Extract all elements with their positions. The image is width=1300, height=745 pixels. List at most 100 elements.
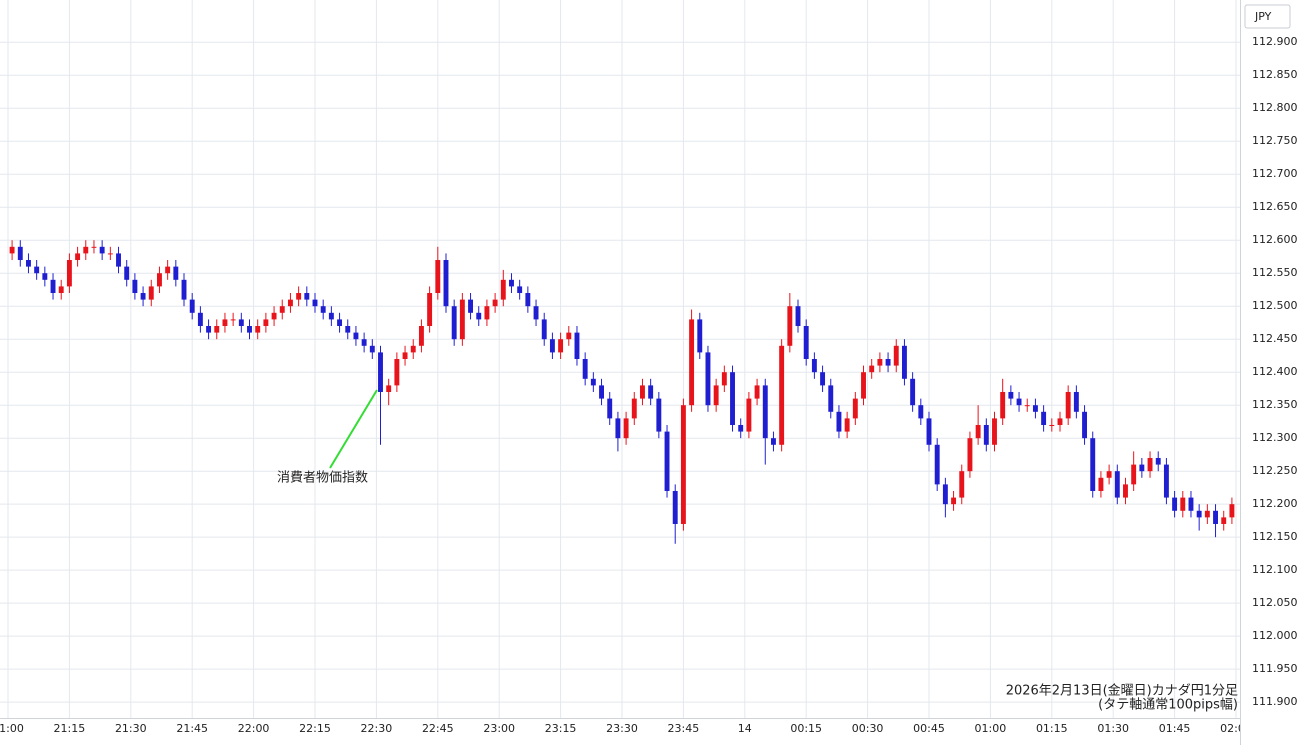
candle-body [402,352,408,359]
x-tick-label: 14 [738,722,752,735]
candle-body [1139,464,1145,472]
y-tick-label: 112.900 [1252,35,1298,48]
y-tick-label: 112.850 [1252,68,1298,81]
candle-body [345,326,351,333]
candle-body [697,319,703,353]
candle-body [1065,391,1071,419]
candle-body [304,293,310,300]
y-axis: 111.900 111.950 112.000 112.050 112.100 112.1… [1252,35,1298,708]
candle-body [574,332,580,359]
candle-body [631,398,637,419]
candle-body [1008,391,1014,399]
annotation-line [329,389,378,469]
price-panel [1240,0,1300,745]
candle-body [738,424,744,432]
candle-body [1172,497,1178,511]
candle-body [50,279,56,294]
x-tick-label: 01:45 [1159,722,1191,735]
candle-body [910,378,916,406]
candle-body [116,253,121,267]
candle-body [811,359,817,373]
candle-body [435,260,441,294]
x-tick-label: 01:00 [975,722,1007,735]
candle-body [484,306,490,320]
candle-body [42,273,48,280]
candle-body [410,345,416,353]
candle-body [648,385,654,399]
y-tick-label: 112.300 [1252,431,1298,444]
candle-body [934,444,940,485]
x-tick-label: 23:30 [606,722,638,735]
candle-body [509,279,514,287]
candle-body [623,418,629,439]
candle-body [337,319,343,327]
currency-box [1244,4,1291,29]
candle-body [795,306,801,327]
candle-body [869,365,875,373]
x-tick-label: 22:45 [422,722,454,735]
y-tick-label: 112.600 [1252,233,1298,246]
candle-body [885,359,891,366]
x-tick-label: 01:15 [1036,722,1068,735]
candle-body [599,385,604,399]
candle-body [1204,510,1210,518]
candle-body [165,266,171,274]
y-tick-label: 112.450 [1252,332,1298,345]
candle-body [942,484,948,505]
candle-body [1032,405,1038,412]
y-tick-label: 111.900 [1252,695,1298,708]
candle-body [762,385,768,439]
candle-body [918,405,924,419]
candle-body [427,293,433,327]
candle-body [844,418,850,432]
x-tick-label: 21:00 [0,722,24,735]
x-tick-label: 02:00 [1220,722,1252,735]
candle-body [263,319,269,327]
candle-body [1098,477,1104,491]
grid [0,0,1240,718]
candle-body [1196,510,1202,518]
candle-body [255,326,261,333]
candles [9,240,1235,544]
x-tick-label: 21:30 [115,722,147,735]
chart-note: 2026年2月13日(金曜日)カナダ円1分足 [1006,683,1238,699]
candle-body [132,279,138,294]
candle-body [394,359,400,386]
candle-body [443,260,449,307]
x-tick-label: 23:45 [668,722,700,735]
candle-body [533,306,539,320]
candle-body [992,418,997,445]
y-tick-label: 112.350 [1252,398,1298,411]
y-tick-label: 112.150 [1252,530,1298,543]
candle-body [1090,438,1096,491]
candle-body [492,299,498,307]
candle-body [1016,398,1022,406]
candle-body [500,279,506,300]
candle-body [173,266,179,280]
candle-body [75,253,81,261]
candle-body [320,306,326,313]
candle-body [517,286,523,294]
candle-body [156,273,162,287]
candle-body [1131,464,1137,485]
candle-body [328,312,334,320]
candle-body [386,385,392,392]
candle-body [607,398,613,419]
y-tick-label: 111.950 [1252,662,1298,675]
y-tick-label: 112.200 [1252,497,1298,510]
candle-body [1163,464,1169,498]
candle-body [558,339,564,353]
candle-body [754,385,760,399]
candle-body [582,359,588,379]
candle-body [418,326,424,346]
candle-body [1057,418,1063,425]
x-tick-label: 00:15 [790,722,822,735]
candle-body [9,246,15,254]
candle-body [26,260,31,267]
candle-body [893,345,899,366]
x-tick-label: 01:30 [1097,722,1129,735]
candle-body [66,260,72,287]
candle-body [197,312,203,327]
candle-body [983,424,989,445]
